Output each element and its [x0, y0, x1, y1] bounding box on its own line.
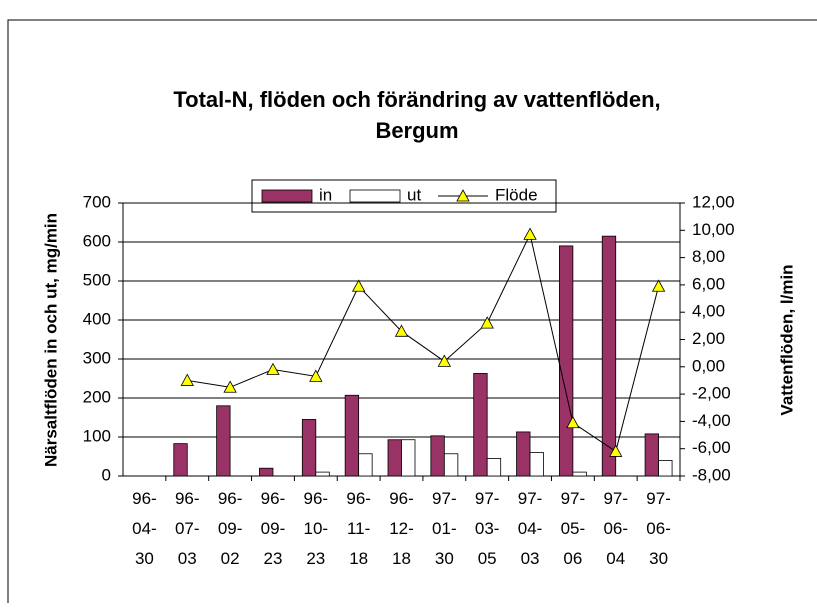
bar	[473, 373, 488, 477]
x-tick-label: 96-07-03	[175, 489, 200, 568]
y2-tick-label: 0,00	[692, 356, 725, 375]
y-tick-label: 700	[83, 192, 111, 211]
bar	[658, 459, 673, 477]
y-axis-label: Närsaltflöden in och ut, mg/min	[41, 213, 60, 467]
marker	[651, 279, 666, 292]
bar	[173, 443, 188, 477]
marker	[523, 227, 537, 240]
y-tick-label: 300	[83, 348, 111, 367]
marker	[266, 362, 280, 375]
y2-axis-label: Vattenflöden, l/min	[777, 264, 796, 415]
bar	[344, 394, 360, 477]
marker	[609, 444, 623, 457]
x-tick-label: 97-05-06	[561, 489, 586, 568]
bar	[572, 471, 587, 477]
bar	[644, 433, 659, 477]
bar	[259, 467, 274, 477]
marker	[480, 316, 494, 329]
x-tick-label: 96-12-18	[389, 489, 414, 568]
bar	[443, 453, 459, 477]
y2-tick-label: 6,00	[692, 274, 725, 293]
bar	[430, 435, 445, 477]
marker	[437, 354, 452, 367]
legend-swatch	[261, 189, 313, 203]
chart-frame	[7, 19, 817, 608]
legend-label: Flöde	[495, 185, 538, 204]
legend-marker	[456, 189, 470, 202]
x-tick-label: 97-06-04	[603, 489, 628, 568]
legend-swatch	[349, 189, 401, 203]
y2-tick-label: -8,00	[692, 465, 731, 484]
marker	[394, 324, 409, 337]
x-tick-label: 96-11-18	[346, 489, 371, 568]
y2-tick-label: 2,00	[692, 329, 725, 348]
marker	[566, 415, 580, 429]
bar	[216, 405, 231, 477]
marker	[180, 373, 194, 386]
y2-tick-label: -4,00	[692, 411, 731, 430]
chart-title: Total-N, flöden och förändring av vatten…	[173, 87, 660, 112]
y-tick-label: 100	[83, 426, 111, 445]
y-tick-label: 0	[102, 465, 111, 484]
bar	[301, 419, 317, 477]
y2-tick-label: 10,00	[692, 220, 735, 239]
y2-tick-label: 4,00	[692, 302, 725, 321]
legend-label: in	[319, 185, 332, 204]
bar	[401, 439, 416, 477]
y2-tick-label: 12,00	[692, 192, 735, 211]
bar	[486, 458, 502, 477]
bar	[516, 431, 531, 477]
y-tick-label: 600	[83, 231, 111, 250]
line	[187, 232, 660, 453]
x-tick-label: 97-03-05	[475, 489, 500, 568]
bar	[529, 452, 544, 477]
marker	[309, 369, 323, 382]
y-tick-label: 400	[83, 309, 111, 328]
bar	[387, 439, 402, 477]
y-tick-label: 200	[83, 387, 111, 406]
marker	[223, 380, 237, 393]
y2-tick-label: 8,00	[692, 247, 725, 266]
x-tick-label: 96-10-23	[304, 489, 329, 568]
y2-tick-label: -2,00	[692, 384, 731, 403]
x-tick-label: 96-09-23	[261, 489, 286, 568]
x-tick-label: 97-06-30	[646, 489, 671, 568]
x-tick-label: 96-04-30	[132, 489, 157, 568]
y2-tick-label: -6,00	[692, 438, 731, 457]
legend-label: ut	[407, 185, 421, 204]
x-tick-label: 97-04-03	[518, 489, 543, 568]
bar	[558, 245, 574, 477]
bar	[358, 453, 373, 477]
marker	[351, 279, 366, 292]
x-tick-label: 96-09-02	[218, 489, 243, 568]
y-tick-label: 500	[83, 270, 111, 289]
x-tick-label: 97-01-30	[432, 489, 457, 568]
bar	[601, 235, 617, 477]
chart-title: Bergum	[375, 118, 458, 143]
bar	[315, 471, 330, 477]
